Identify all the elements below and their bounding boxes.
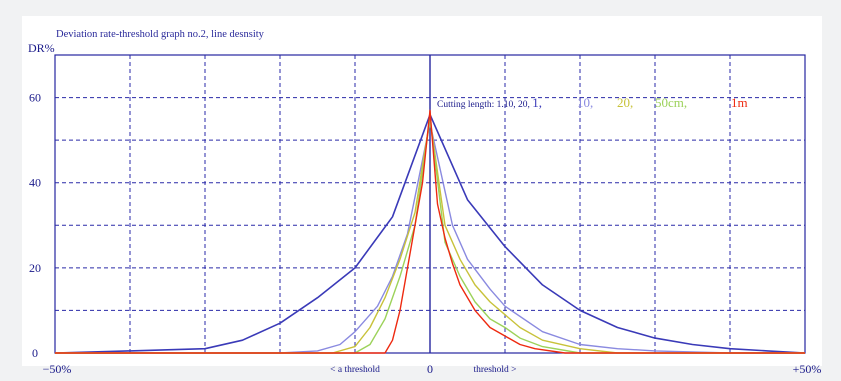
legend-entry-20: 20, <box>617 95 633 110</box>
a-threshold-annotation: < a threshold <box>330 365 380 375</box>
legend-entry-50cm: 50cm, <box>655 95 687 110</box>
legend-entry-10: 10, <box>577 95 593 110</box>
legend-entry-1m: 1m <box>731 95 748 110</box>
y-tick-label: 60 <box>29 91 41 105</box>
legend-entry-1: 1, <box>532 95 542 110</box>
y-axis-label: DR% <box>28 41 55 55</box>
threshold-annotation: threshold > <box>473 365 516 375</box>
legend-text: Cutting length: 1.10, 20, 1, 10, 20, 50c… <box>437 94 748 111</box>
y-tick-label: 40 <box>29 176 41 190</box>
chart-title: Deviation rate-threshold graph no.2, lin… <box>56 29 265 40</box>
legend-prefix: Cutting length: 1.10, 20, <box>437 100 532 110</box>
y-tick-label: 0 <box>32 346 38 360</box>
series-line-2 <box>55 122 805 354</box>
x-tick-label-right: +50% <box>793 362 822 376</box>
y-tick-label: 20 <box>29 261 41 275</box>
legend: Cutting length: 1.10, 20, 1, 10, 20, 50c… <box>437 94 748 111</box>
y-axis-ticks: 0 20 40 60 <box>29 91 41 360</box>
series-line-3 <box>55 118 805 354</box>
series-lines <box>54 109 806 354</box>
x-tick-label-center: 0 <box>427 362 433 376</box>
series-line-4 <box>55 118 805 354</box>
x-tick-label-left: −50% <box>43 362 72 376</box>
chart-panel <box>22 16 822 366</box>
series-line-5 <box>55 109 805 354</box>
series-line-1 <box>54 113 806 354</box>
